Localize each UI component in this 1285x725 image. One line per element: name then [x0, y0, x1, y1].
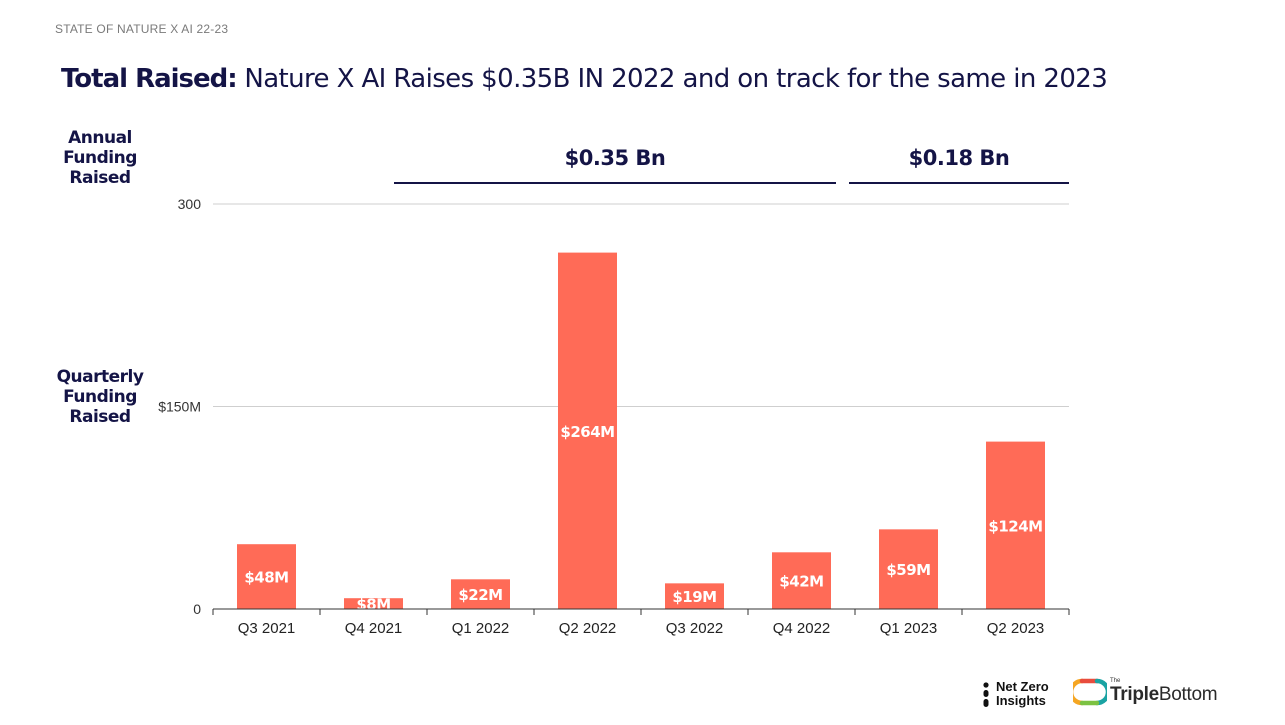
net-zero-insights-icon [983, 682, 989, 707]
bar [451, 579, 510, 609]
annual-total-2023-label: $0.18 Bn [908, 146, 1010, 170]
page-title: Total Raised: Nature X AI Raises $0.35B … [61, 64, 1108, 94]
y-tick-label: 300 [178, 196, 202, 212]
x-tick-label: Q2 2023 [987, 620, 1045, 637]
bar-data-label: $42M [779, 573, 823, 591]
annual-total-2022-line [394, 182, 836, 184]
net-zero-line2: Insights [996, 693, 1046, 708]
bar-data-label: $19M [672, 588, 716, 606]
bar-data-label: $264M [560, 423, 614, 441]
bar [344, 598, 403, 609]
bar [237, 544, 296, 609]
x-tick-label: Q2 2022 [559, 620, 617, 637]
y-tick-label: 0 [193, 601, 201, 617]
bar-data-label: $59M [886, 561, 930, 579]
y-tick-label: $150M [158, 399, 201, 415]
quarterly-funding-label: Quarterly Funding Raised [56, 367, 144, 427]
bar [986, 441, 1045, 609]
triple-bottom-the: The [1110, 678, 1121, 684]
bar [879, 529, 938, 609]
net-zero-insights-logo: Net Zero Insights [982, 680, 1062, 710]
triple-bottom-part2: Bottom [1158, 684, 1218, 705]
x-tick-label: Q4 2021 [345, 620, 403, 637]
net-zero-insights-wordmark: Net Zero Insights [996, 680, 1049, 708]
annual-funding-label: Annual Funding Raised [63, 128, 137, 188]
x-tick-label: Q3 2021 [238, 620, 296, 637]
bar-data-label: $124M [988, 517, 1042, 535]
title-bold: Total Raised: [61, 64, 238, 94]
title-rest: Nature X AI Raises $0.35B IN 2022 and on… [236, 64, 1108, 94]
bar-data-label: $8M [356, 596, 390, 614]
triple-bottom-icon [1073, 678, 1107, 706]
bar [665, 583, 724, 609]
triple-bottom-logo: The TripleBottom [1073, 675, 1233, 711]
report-tag: STATE OF NATURE X AI 22-23 [55, 22, 229, 36]
x-tick-label: Q4 2022 [773, 620, 831, 637]
triple-bottom-wordmark: TripleBottom [1110, 684, 1218, 706]
x-tick-label: Q1 2023 [880, 620, 938, 637]
bar [558, 252, 617, 609]
net-zero-line1: Net Zero [996, 679, 1049, 694]
annual-total-2022-label: $0.35 Bn [564, 146, 666, 170]
x-tick-label: Q1 2022 [452, 620, 510, 637]
bar [772, 552, 831, 609]
triple-bottom-part1: Triple [1110, 684, 1159, 705]
x-tick-label: Q3 2022 [666, 620, 724, 637]
annual-total-2023-line [849, 182, 1069, 184]
bar-data-label: $48M [244, 569, 288, 587]
bar-data-label: $22M [458, 586, 502, 604]
